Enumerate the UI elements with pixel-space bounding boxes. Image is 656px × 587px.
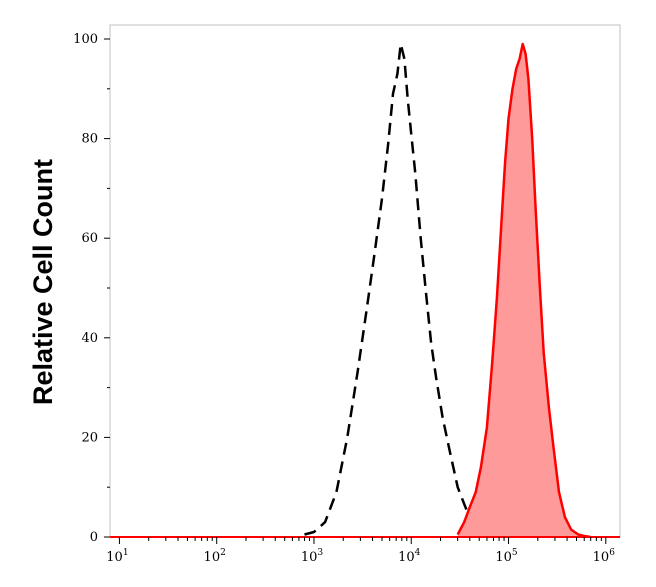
series-0-line	[304, 42, 488, 537]
series-1-line	[456, 42, 591, 539]
x-tick-label-0: 101	[106, 548, 128, 565]
y-tick-label-0: 0	[90, 530, 98, 545]
y-tick-label-1: 20	[81, 430, 98, 445]
x-tick-label-3: 104	[398, 548, 421, 565]
y-tick-label-5: 100	[73, 32, 98, 47]
series-layer	[110, 42, 620, 539]
x-tick-label-1: 102	[204, 548, 226, 565]
y-tick-label-4: 80	[81, 132, 98, 147]
y-tick-label-3: 60	[81, 231, 98, 246]
y-axis-label: Relative Cell Count	[28, 159, 58, 405]
x-tick-label-5: 106	[593, 548, 616, 565]
y-tick-label-2: 40	[81, 331, 98, 346]
axis-layer: 0 20 40 60 80 100 101 102 103 104 105 106	[73, 32, 615, 565]
x-tick-label-4: 105	[495, 548, 518, 565]
x-tick-label-2: 103	[301, 548, 324, 565]
series-1-area	[457, 44, 591, 537]
